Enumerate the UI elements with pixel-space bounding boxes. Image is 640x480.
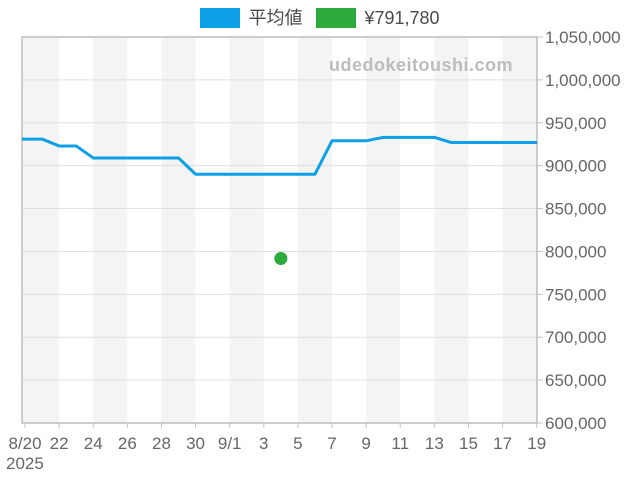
y-axis-label: 800,000 [545,242,606,261]
stripe-band [22,37,60,423]
stripe-band [468,37,503,423]
x-axis-labels: 8/20 22 24 26 28 30 9/1 3 5 7 9 11 13 15 17 19 [8,434,546,453]
x-axis-label: 9 [361,434,370,453]
stripe-band [93,37,128,423]
x-axis-label: 17 [493,434,512,453]
y-axis-label: 850,000 [545,200,606,219]
stripe-band [229,37,264,423]
price-point-label: ¥791,780 [364,8,440,28]
x-axis-year-label: 2025 [6,454,44,473]
y-axis-label: 950,000 [545,114,606,133]
x-axis-label: 3 [259,434,268,453]
average-series-label: 平均値 [248,8,303,28]
x-axis-label: 19 [527,434,546,453]
stripe-band [161,37,196,423]
y-axis-label: 1,000,000 [545,71,621,90]
stripe-band [502,37,537,423]
legend-item-average[interactable]: 平均値 [200,8,302,28]
stripe-band [400,37,435,423]
x-axis-label: 11 [391,434,409,453]
gridlines [22,36,543,428]
stripe-band [297,37,333,423]
stripe-band [366,37,401,423]
x-axis-label: 22 [50,434,69,453]
plot-border-rect [21,36,538,424]
y-axis-label: 750,000 [545,285,606,304]
x-axis-label: 28 [152,434,171,453]
y-axis-labels: 600,000 650,000 700,000 750,000 800,000 850,0… [545,28,621,433]
x-axis-label: 8/20 [8,434,41,453]
x-axis-label: 5 [293,434,302,453]
stripe-band [434,37,469,423]
y-axis-label: 900,000 [545,157,606,176]
x-axis-label: 7 [327,434,336,453]
price-point-swatch [316,8,357,28]
y-axis-label: 600,000 [545,414,606,433]
stripe-band [127,37,162,423]
stripe-band [332,37,367,423]
y-axis-label: 700,000 [545,328,606,347]
listing-price-point[interactable] [274,251,288,265]
x-axis-label: 26 [118,434,137,453]
chart-legend: 平均値 ¥791,780 [0,7,640,29]
average-price-line[interactable] [22,135,539,176]
y-axis-label: 650,000 [545,371,606,390]
stripe-band [59,37,94,423]
x-axis-label: 9/1 [218,434,242,453]
x-axis-label: 30 [186,434,205,453]
watermark: udedokeitoushi.com [329,55,513,75]
x-axis-label: 24 [84,434,103,453]
x-axis-label: 13 [425,434,444,453]
stripe-band [195,37,230,423]
series-layer [22,135,539,265]
background-stripes [22,37,537,423]
average-series-swatch [200,8,241,28]
x-axis-label: 15 [459,434,478,453]
plot-border [21,36,538,424]
y-axis-label: 1,050,000 [545,28,621,47]
legend-item-price[interactable]: ¥791,780 [316,8,440,28]
stripe-band [263,37,298,423]
